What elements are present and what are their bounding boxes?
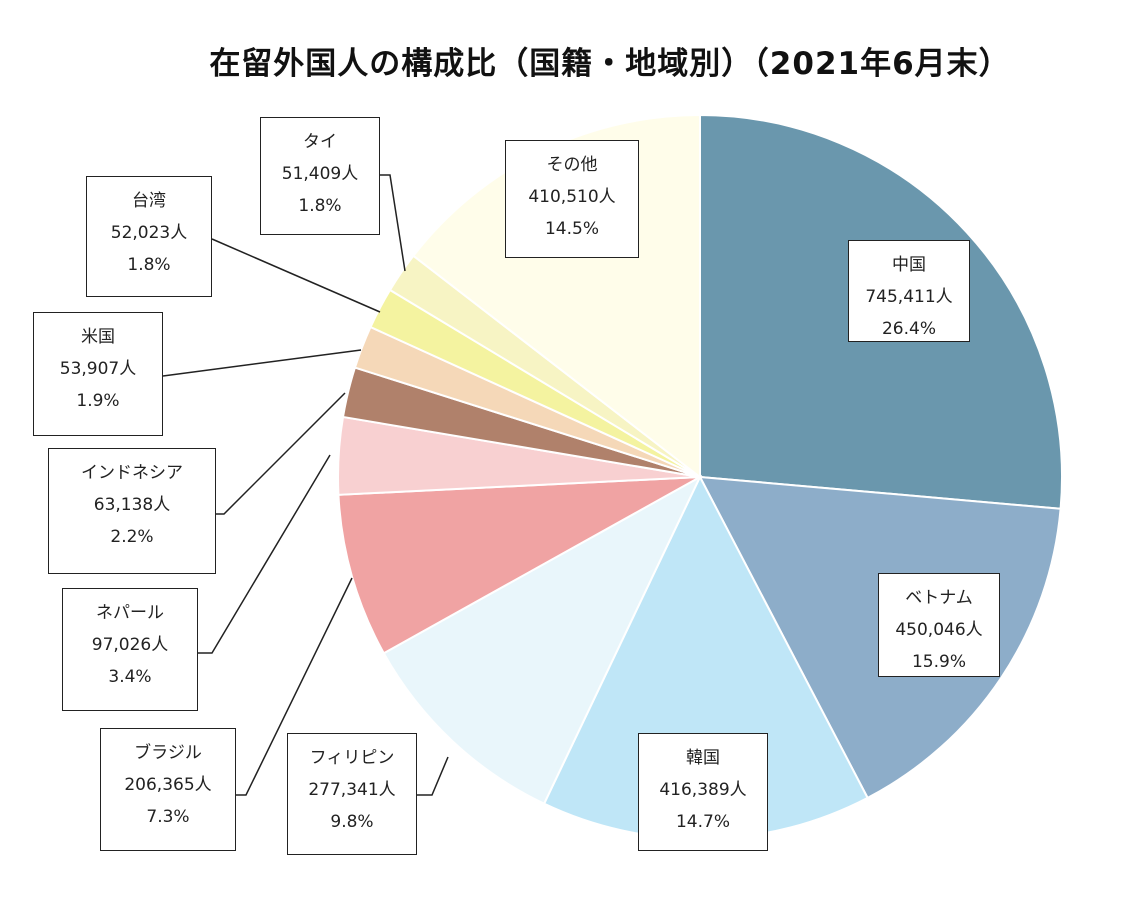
- slice-label-9: タイ 51,409人 1.8%: [260, 117, 380, 235]
- leader-line-8: [211, 238, 381, 313]
- slice-label-0: 中国 745,411人 26.4%: [848, 240, 970, 342]
- slice-percent: 14.5%: [544, 219, 599, 239]
- slice-count: 416,389人: [659, 780, 747, 800]
- slice-percent: 26.4%: [881, 319, 936, 339]
- slice-percent: 1.8%: [127, 255, 171, 275]
- slice-percent: 2.2%: [110, 527, 154, 547]
- slice-percent: 1.9%: [76, 391, 120, 411]
- slice-label-8: 台湾 52,023人 1.8%: [86, 176, 212, 297]
- leader-line-4: [236, 577, 353, 796]
- leader-line-9: [380, 174, 406, 272]
- slice-percent: 15.9%: [911, 652, 966, 672]
- slice-count: 53,907人: [59, 359, 137, 379]
- slice-count: 277,341人: [308, 780, 396, 800]
- slice-name: 米国: [81, 327, 115, 347]
- slice-percent: 1.8%: [298, 196, 342, 216]
- slice-percent: 3.4%: [108, 667, 152, 687]
- slice-label-1: ベトナム 450,046人 15.9%: [878, 573, 1000, 677]
- leader-line-6: [216, 392, 346, 515]
- slice-label-7: 米国 53,907人 1.9%: [33, 312, 163, 436]
- slice-percent: 9.8%: [330, 812, 374, 832]
- slice-count: 745,411人: [865, 287, 953, 307]
- slice-name: その他: [546, 155, 598, 175]
- slice-count: 51,409人: [281, 164, 359, 184]
- slice-percent: 7.3%: [146, 807, 190, 827]
- slice-count: 206,365人: [124, 775, 212, 795]
- pie-slice-3: [382, 474, 703, 806]
- slice-count: 450,046人: [895, 620, 983, 640]
- slice-percent: 14.7%: [675, 812, 730, 832]
- slice-label-4: ブラジル 206,365人 7.3%: [100, 728, 236, 851]
- slice-name: 台湾: [132, 191, 166, 211]
- leader-line-3: [417, 756, 449, 796]
- slice-count: 97,026人: [91, 635, 169, 655]
- slice-count: 52,023人: [110, 223, 188, 243]
- slice-count: 63,138人: [93, 495, 171, 515]
- slice-name: タイ: [303, 132, 337, 152]
- slice-label-5: ネパール 97,026人 3.4%: [62, 588, 198, 711]
- slice-name: 中国: [892, 255, 926, 275]
- slice-name: フィリピン: [309, 748, 395, 768]
- slice-label-3: フィリピン 277,341人 9.8%: [287, 733, 417, 855]
- slice-count: 410,510人: [528, 187, 616, 207]
- slice-name: ネパール: [96, 603, 164, 623]
- leader-line-7: [162, 349, 362, 377]
- slice-label-2: 韓国 416,389人 14.7%: [638, 733, 768, 851]
- slice-label-10: その他 410,510人 14.5%: [505, 140, 639, 258]
- leader-line-5: [198, 454, 331, 654]
- slice-label-6: インドネシア 63,138人 2.2%: [48, 448, 216, 574]
- slice-name: ブラジル: [134, 743, 202, 763]
- slice-name: 韓国: [686, 748, 720, 768]
- slice-name: ベトナム: [905, 588, 973, 608]
- chart-title: 在留外国人の構成比（国籍・地域別）（2021年6月末）: [209, 46, 1011, 82]
- slice-name: インドネシア: [81, 463, 183, 483]
- pie-slice-4: [337, 476, 701, 655]
